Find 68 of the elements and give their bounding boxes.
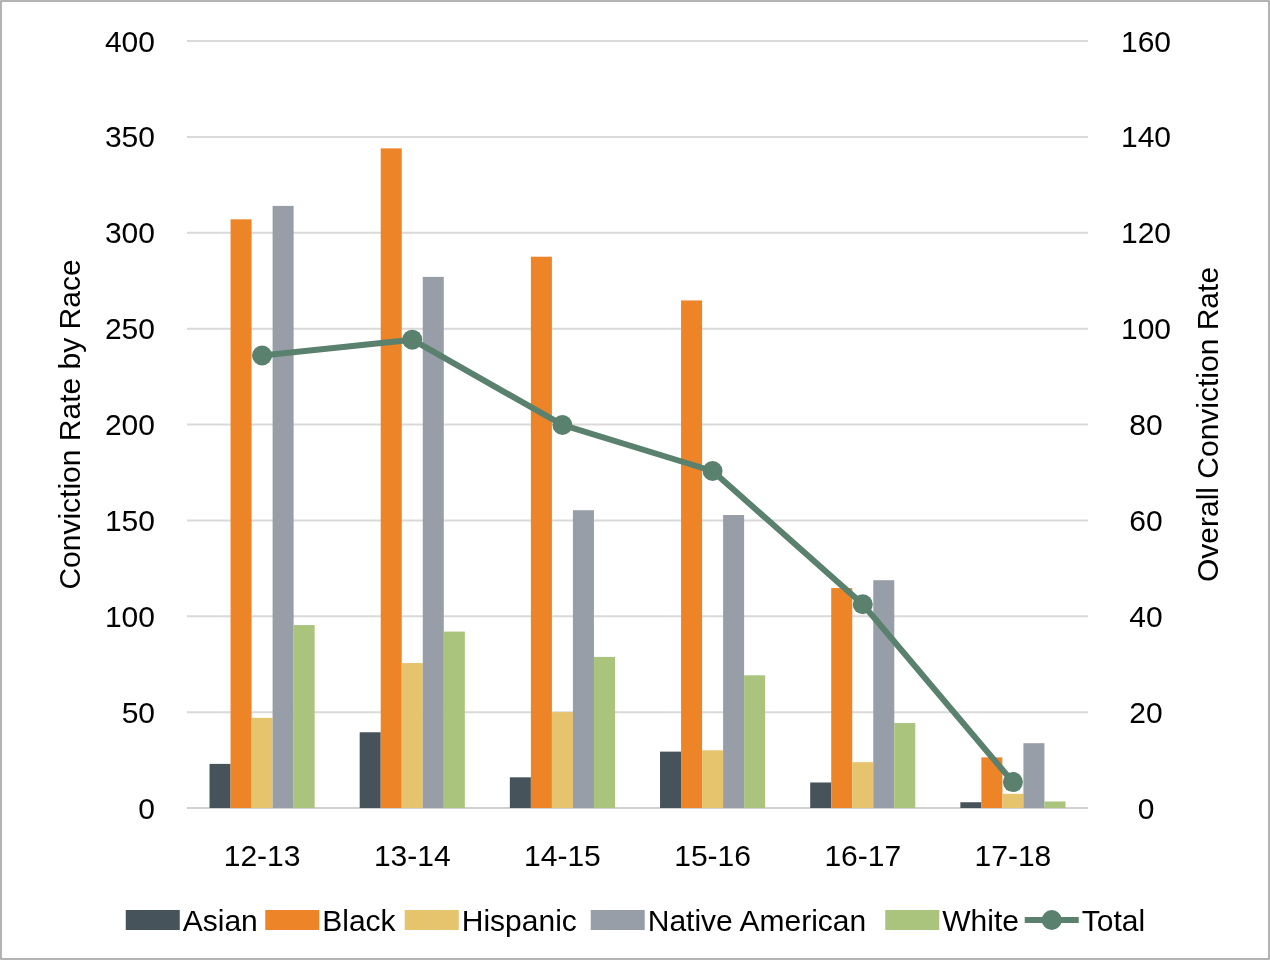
legend-label: Total: [1081, 903, 1146, 937]
bar: [702, 750, 724, 808]
point: [1002, 772, 1023, 793]
bar: [359, 732, 381, 808]
y-tick-label: 50: [121, 695, 155, 729]
bar: [509, 777, 531, 808]
y2-tick-label: 20: [1129, 695, 1163, 729]
bar: [572, 510, 594, 808]
y-tick-label: 250: [104, 312, 155, 346]
bar: [810, 782, 832, 808]
y-axis-title: Conviction Rate by Race: [53, 259, 86, 590]
bar: [380, 148, 402, 808]
bar: [681, 300, 703, 808]
bar: [660, 751, 682, 808]
legend-label: Black: [322, 903, 397, 937]
y2-tick-label: 120: [1120, 216, 1172, 250]
bar: [873, 580, 895, 808]
x-tick-label: 15-16: [674, 838, 751, 872]
legend-label: Native American: [647, 903, 867, 937]
y-tick-label: 400: [104, 24, 155, 58]
y2-tick-label: 80: [1129, 408, 1163, 441]
bar: [1023, 743, 1045, 808]
point: [252, 345, 273, 366]
bar: [960, 802, 982, 808]
bar: [272, 205, 294, 808]
y-tick-label: 100: [104, 599, 155, 633]
point: [552, 414, 573, 435]
bar: [723, 515, 745, 808]
y2-tick-label: 0: [1137, 791, 1155, 825]
y-tick-label: 150: [104, 503, 155, 537]
bar: [593, 656, 615, 808]
bar: [551, 712, 573, 808]
y-tick-label: 350: [104, 120, 155, 154]
bar: [852, 762, 874, 808]
x-tick-label: 17-18: [974, 838, 1052, 872]
bar: [744, 675, 766, 808]
y2-tick-label: 40: [1129, 599, 1163, 633]
y-tick-label: 0: [138, 791, 155, 825]
y-tick-label: 200: [104, 408, 155, 441]
legend-label: White: [942, 903, 1019, 937]
y2-tick-label: 160: [1120, 24, 1172, 58]
point: [402, 329, 423, 350]
point: [852, 594, 873, 615]
bar: [443, 631, 465, 808]
bar: [530, 256, 552, 808]
bar: [293, 625, 315, 808]
bar: [894, 723, 916, 808]
bar: [1002, 793, 1024, 808]
bar: [1044, 801, 1066, 808]
point: [702, 461, 723, 481]
bar: [251, 717, 273, 808]
bar: [831, 588, 853, 808]
legend-label: Asian: [182, 903, 258, 937]
y-tick-label: 300: [104, 216, 155, 250]
y2-tick-label: 60: [1129, 503, 1163, 537]
x-tick-label: 13-14: [373, 838, 451, 872]
bar: [209, 763, 231, 808]
bar: [401, 663, 423, 808]
y2-tick-label: 100: [1120, 312, 1172, 346]
y2-axis-title: Overall Conviction Rate: [1191, 266, 1224, 583]
x-tick-label: 12-13: [223, 838, 301, 872]
bar: [230, 219, 252, 808]
x-tick-label: 14-15: [524, 838, 601, 872]
y2-tick-label: 140: [1120, 120, 1172, 154]
bar: [422, 276, 444, 808]
legend-label: Hispanic: [461, 903, 577, 937]
x-tick-label: 16-17: [824, 838, 902, 872]
bar: [981, 757, 1003, 808]
